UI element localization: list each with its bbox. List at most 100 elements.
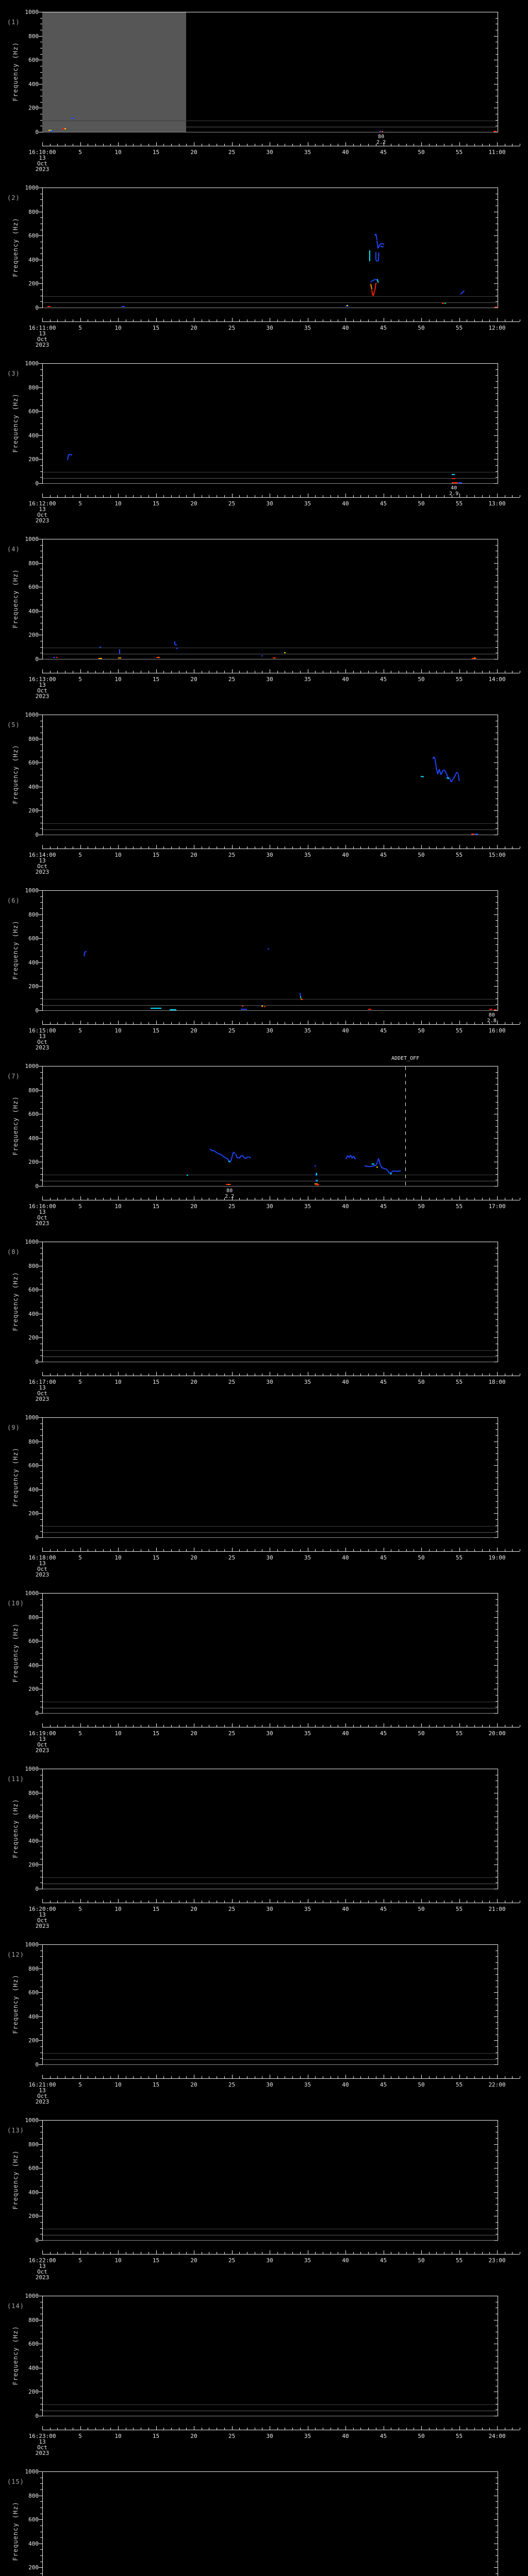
x-tick — [95, 846, 96, 849]
x-tick — [421, 1372, 422, 1376]
x-axis-start-time: 16:19:00 — [28, 1730, 56, 1737]
x-tick — [148, 319, 149, 321]
x-tick — [489, 144, 490, 146]
x-tick-label: 50 — [418, 2257, 425, 2264]
panel-number-label: (6) — [7, 897, 20, 904]
x-tick — [118, 1548, 119, 1551]
y-tick-label: 800 — [28, 911, 39, 918]
x-tick-label: 25 — [228, 149, 236, 156]
x-tick-label: 20 — [190, 676, 197, 683]
x-tick-label: 30 — [266, 1906, 273, 1912]
y-tick — [40, 2537, 42, 2538]
x-tick-label: 25 — [228, 2257, 236, 2264]
y-tick — [39, 1186, 42, 1187]
x-tick — [224, 1901, 225, 1903]
x-tick — [57, 144, 58, 146]
x-tick — [239, 1901, 240, 1903]
x-tick — [118, 845, 119, 849]
x-tick — [95, 144, 96, 146]
x-tick — [163, 2428, 164, 2430]
y-tick-label: 200 — [28, 1334, 39, 1342]
x-tick — [300, 1549, 301, 1551]
y-tick — [40, 1120, 42, 1121]
reference-line — [43, 1877, 497, 1878]
y-tick — [40, 1126, 42, 1127]
x-tick — [277, 1022, 278, 1024]
x-axis-date: 13 — [39, 1736, 46, 1742]
x-tick-label: 30 — [266, 1027, 273, 1034]
y-tick-label: 400 — [28, 1662, 39, 1669]
x-tick-label: 40 — [342, 2433, 349, 2439]
x-tick — [224, 1725, 225, 1727]
x-tick-label: 50 — [418, 325, 425, 331]
y-tick — [39, 563, 42, 564]
x-tick — [42, 1899, 43, 1903]
x-tick — [474, 2076, 475, 2078]
x-tick — [50, 319, 51, 321]
y-tick — [40, 2126, 42, 2127]
detection-mark — [367, 1165, 371, 1167]
reference-line — [43, 1010, 497, 1011]
y-tick — [496, 2483, 498, 2484]
y-tick — [494, 563, 498, 564]
x-axis-date: 2023 — [35, 869, 50, 875]
x-tick-label: 20 — [190, 1730, 197, 1737]
spectrogram-panel: (6) Frequency (Hz) 0 200 400 600 800 1000 80 2.… — [0, 878, 528, 1054]
panel-number-label: (9) — [7, 1424, 20, 1431]
y-tick — [494, 2192, 498, 2193]
x-axis-date: 13 — [39, 1033, 46, 1040]
x-tick — [163, 2252, 164, 2254]
x-tick-label: 10 — [114, 676, 122, 683]
plot-frame — [42, 1066, 498, 1187]
y-tick — [496, 2210, 498, 2211]
y-tick — [40, 2028, 42, 2029]
y-tick — [494, 2240, 498, 2241]
y-tick-label: 400 — [28, 80, 39, 88]
x-tick — [156, 142, 157, 146]
x-tick-label: 15 — [152, 1203, 160, 1210]
x-tick-label: 50 — [418, 2081, 425, 2088]
x-tick — [360, 1022, 361, 1024]
x-tick — [277, 2428, 278, 2430]
y-tick — [494, 2144, 498, 2145]
x-tick — [421, 142, 422, 146]
y-tick — [496, 405, 498, 406]
x-tick-label: 35 — [304, 1906, 311, 1912]
detection-mark — [263, 1006, 266, 1007]
x-axis-start-time: 16:15:00 — [28, 1027, 56, 1034]
x-tick — [300, 1725, 301, 1727]
panel-number-label: (3) — [7, 370, 20, 377]
x-axis-start-time: 16:12:00 — [28, 500, 56, 507]
x-axis-date: 2023 — [35, 1571, 50, 1578]
x-tick — [512, 319, 513, 321]
y-tick — [40, 72, 42, 73]
x-tick — [239, 2428, 240, 2430]
x-tick-label: 5 — [78, 325, 82, 331]
y-tick-label: 800 — [28, 1438, 39, 1445]
x-tick — [406, 2252, 407, 2254]
x-tick-label: 20 — [190, 1027, 197, 1034]
spectrogram-panel: (15) Frequency (Hz) 02004006008001000510… — [0, 2460, 528, 2576]
x-tick — [315, 2252, 316, 2254]
x-tick — [353, 144, 354, 146]
x-tick-label: 25 — [228, 325, 236, 331]
x-tick — [118, 1021, 119, 1024]
y-tick — [40, 956, 42, 957]
x-tick — [353, 495, 354, 497]
x-tick — [95, 495, 96, 497]
y-tick — [496, 429, 498, 430]
x-tick-label: 45 — [380, 325, 387, 331]
y-tick — [40, 2010, 42, 2011]
x-tick — [300, 495, 301, 497]
x-tick — [95, 1549, 96, 1551]
x-tick — [103, 2076, 104, 2078]
x-tick-label: 45 — [380, 500, 387, 507]
event-label: 2.8 — [487, 1018, 497, 1024]
y-tick — [39, 1010, 42, 1011]
x-tick — [50, 1374, 51, 1376]
y-tick — [496, 54, 498, 55]
detection-mark — [261, 1006, 263, 1007]
y-tick — [40, 2162, 42, 2163]
x-tick-label: 45 — [380, 1203, 387, 1210]
x-tick — [232, 1196, 233, 1200]
